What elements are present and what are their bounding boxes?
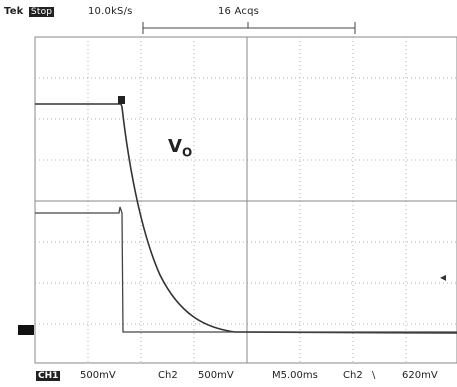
graticule-frame (34, 36, 457, 364)
ch2-scale-readout: 500mV (198, 370, 234, 381)
trigger-source-readout: Ch2 (343, 370, 363, 381)
ch1-badge-group: CH1 (36, 370, 61, 381)
graticule-grid (35, 37, 457, 363)
ground-level-marker (18, 325, 34, 335)
ch1-scale-readout: 500mV (80, 370, 116, 381)
ch1-trigger-marker (118, 96, 125, 104)
sample-rate-readout: 10.0kS/s (88, 6, 133, 17)
scope-header-brand: Tek Stop (4, 6, 55, 17)
trigger-slope-icon: \ (372, 370, 376, 381)
acquisition-mode-badge: Stop (28, 7, 55, 17)
vo-trace (35, 103, 457, 334)
trigger-level-arrow-icon: ◂ (440, 270, 447, 284)
ch2-label: Ch2 (158, 370, 178, 381)
brand-label: Tek (4, 6, 24, 17)
trigger-level-readout: 620mV (402, 370, 438, 381)
ch1-badge: CH1 (36, 371, 61, 381)
vo-trace-label: VO (168, 136, 193, 160)
timebase-readout: M5.00ms (272, 370, 318, 381)
ch2-step-trace (35, 206, 457, 333)
acquisition-count-readout: 16 Acqs (218, 6, 260, 17)
